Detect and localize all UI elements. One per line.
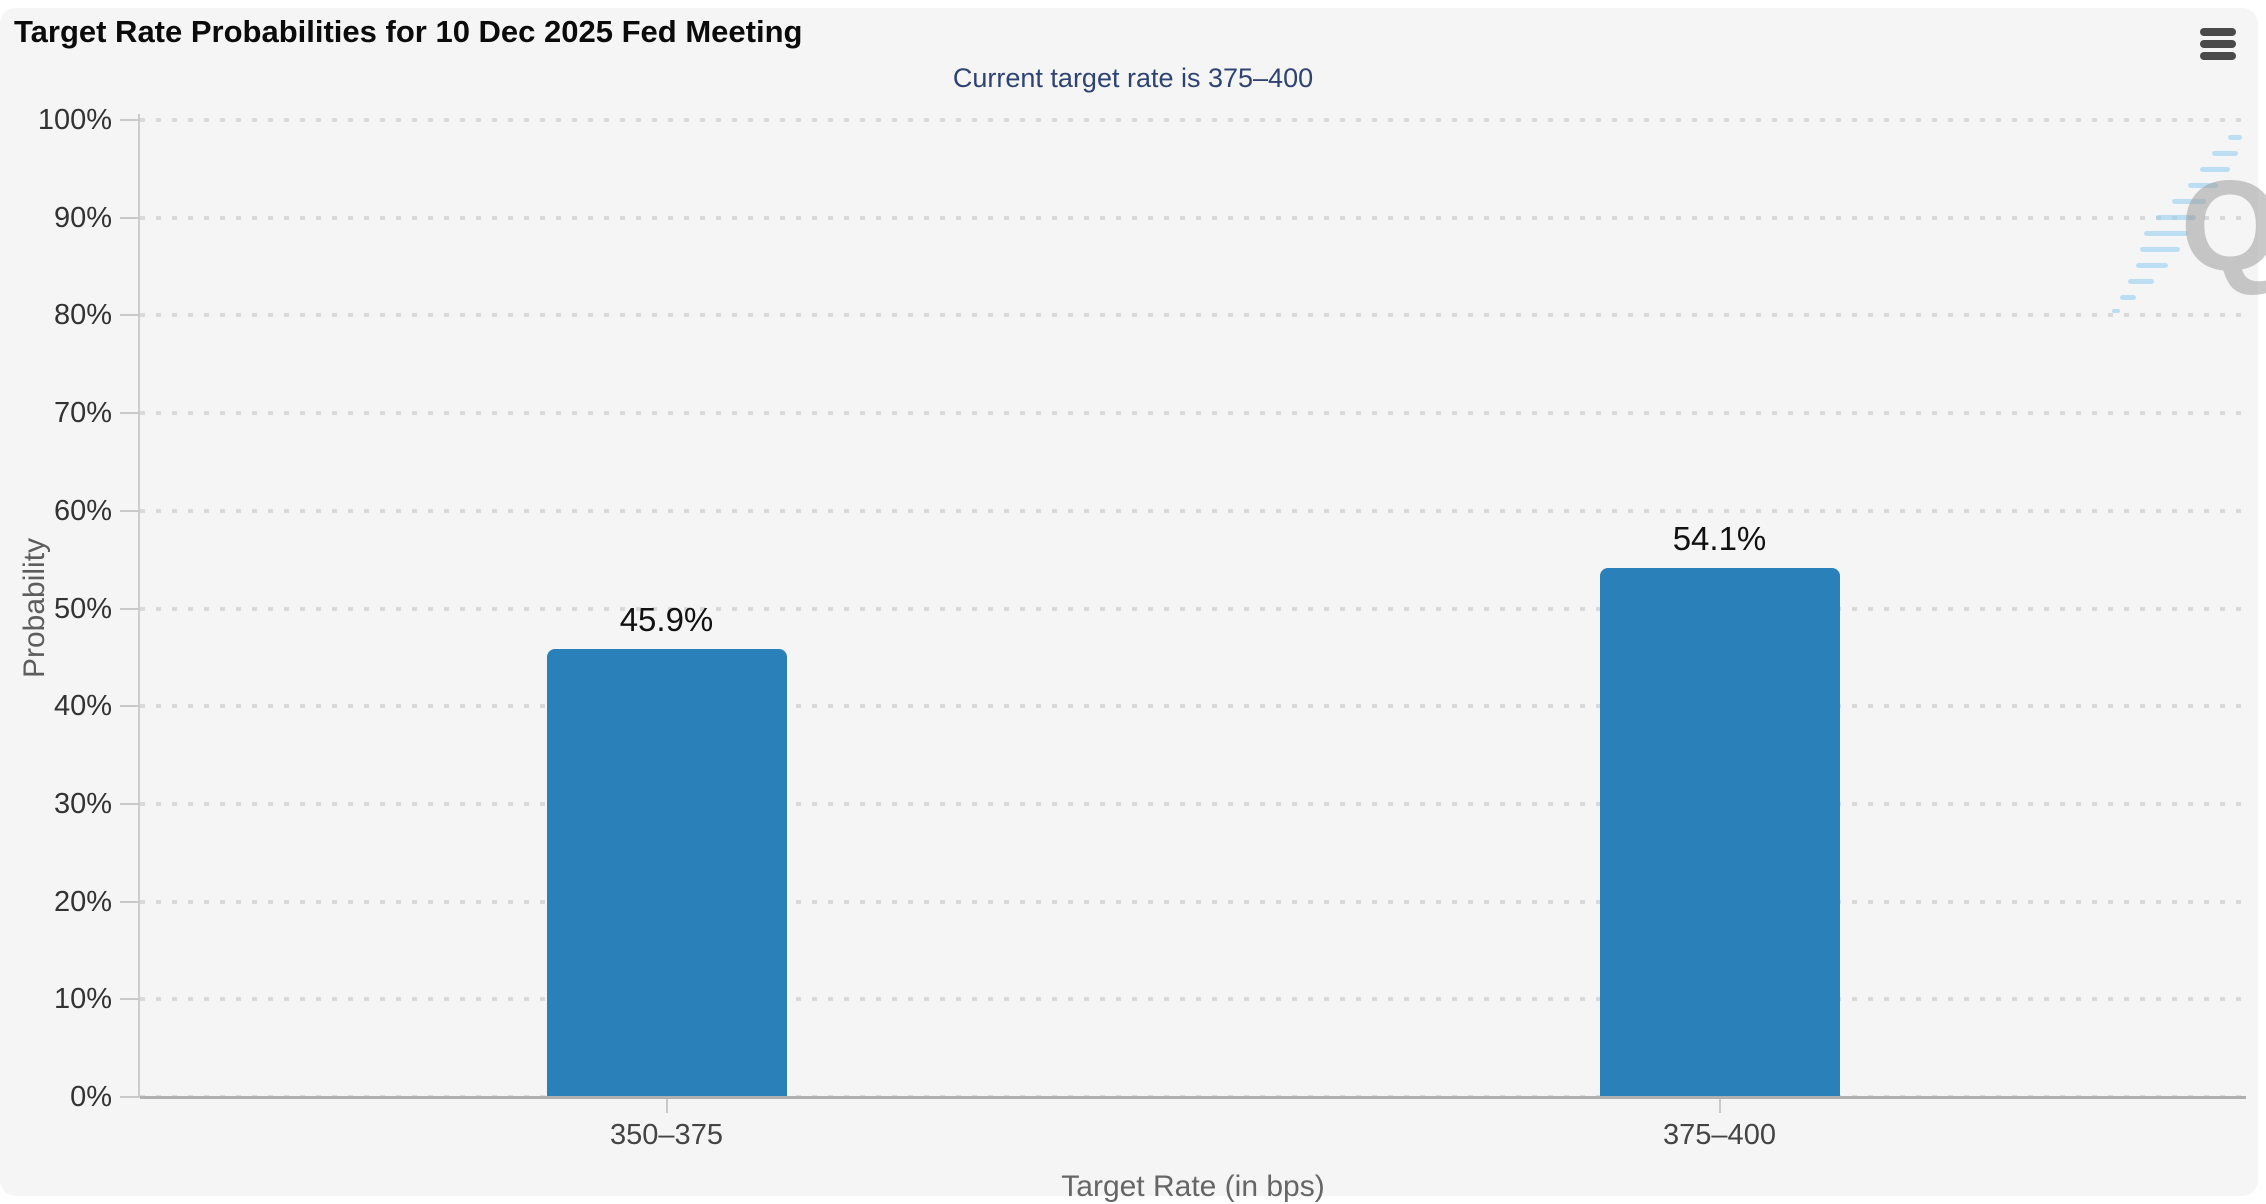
menu-button[interactable] — [2194, 20, 2242, 68]
gridline-70 — [140, 411, 2246, 416]
y-axis-tick-label: 60% — [53, 494, 112, 527]
bar-value-label: 45.9% — [619, 600, 714, 638]
chart-subtitle: Current target rate is 375–400 — [952, 63, 1314, 93]
y-tick-70 — [120, 412, 140, 415]
y-axis-tick-label: 80% — [53, 299, 112, 332]
x-axis-title: Target Rate (in bps) — [1061, 1170, 1325, 1203]
plot-area: Q 0% 10% 20% 30% 40% 50% 60% 70% 80% 90% 100% 45.9%… — [38, 104, 2266, 1151]
y-tick-100 — [120, 119, 140, 121]
watermark-q-letter: Q — [2180, 155, 2266, 298]
y-axis-tick-label: 10% — [53, 983, 112, 1016]
gridline-20 — [140, 899, 2246, 904]
chart-title: Target Rate Probabilities for 10 Dec 202… — [14, 14, 803, 49]
x-axis-line — [140, 1096, 2246, 1099]
hamburger-menu-icon — [2200, 28, 2236, 60]
bar-value-label: 54.1% — [1672, 520, 1767, 558]
y-axis-tick-label: 90% — [53, 201, 112, 234]
y-tick-0 — [120, 1096, 140, 1098]
y-axis-tick-label: 50% — [53, 592, 112, 625]
y-tick-20 — [120, 900, 140, 903]
x-axis-tick-label: 350–375 — [610, 1119, 723, 1151]
y-axis-tick-label: 30% — [53, 787, 112, 820]
gridline-10 — [140, 997, 2246, 1002]
y-tick-60 — [120, 509, 140, 512]
x-axis-tick-label: 375–400 — [1663, 1119, 1776, 1151]
y-tick-10 — [120, 998, 140, 1001]
y-tick-30 — [120, 802, 140, 805]
gridline-40 — [140, 704, 2246, 709]
x-tick-375–400 — [1718, 1099, 1721, 1113]
bar-350–375[interactable] — [546, 648, 787, 1097]
y-axis-tick-label: 70% — [53, 397, 112, 430]
y-axis-tick-label: 100% — [37, 104, 112, 136]
gridline-50 — [140, 606, 2246, 611]
y-axis-tick-label: 0% — [70, 1081, 112, 1113]
gridline-80 — [140, 313, 2246, 318]
gridline-60 — [140, 508, 2246, 513]
gridline-30 — [140, 801, 2246, 806]
bar-375–400[interactable] — [1599, 568, 1840, 1097]
y-axis-line — [138, 114, 140, 1097]
y-axis-tick-label: 20% — [53, 885, 112, 918]
y-tick-40 — [120, 705, 140, 708]
y-tick-50 — [120, 607, 140, 610]
chart-card: Target Rate Probabilities for 10 Dec 202… — [0, 8, 2266, 1203]
gridline-90 — [140, 215, 2246, 220]
y-tick-90 — [120, 216, 140, 219]
y-tick-80 — [120, 314, 140, 317]
y-axis-tick-label: 40% — [53, 690, 112, 723]
x-tick-350–375 — [665, 1099, 668, 1113]
gridline-100 — [140, 118, 2246, 122]
